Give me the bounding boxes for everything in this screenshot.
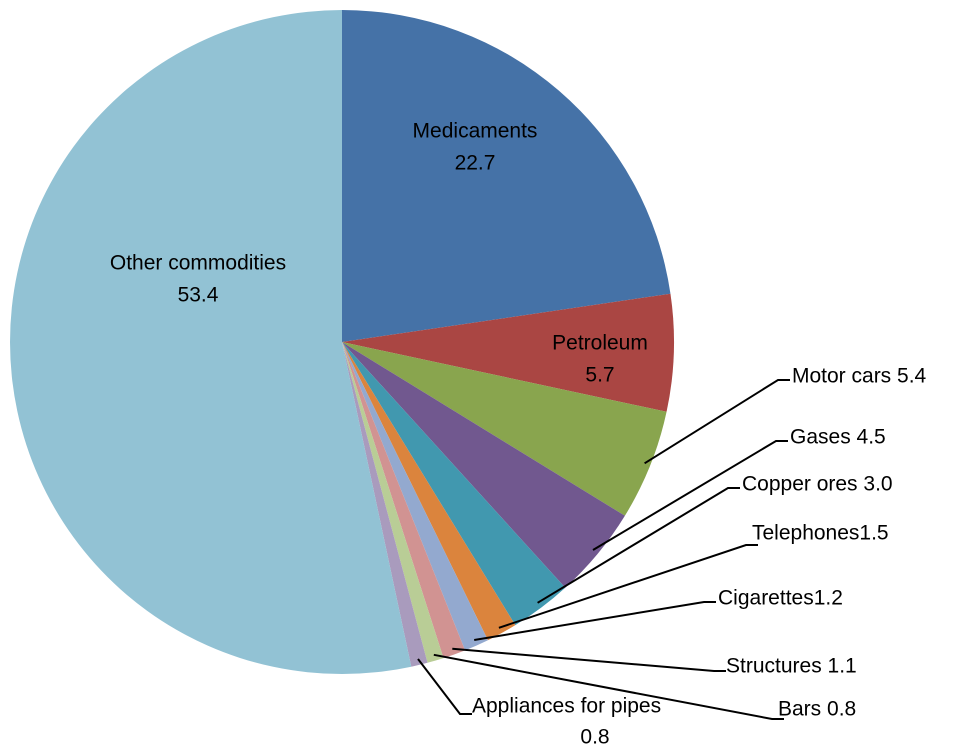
pie-slice-cigarettes	[342, 342, 488, 651]
slice-label-copper-ores: Copper ores 3.0	[742, 473, 893, 496]
slice-label-medicaments: Medicaments	[413, 120, 538, 143]
pie-slice-medicaments	[342, 10, 671, 342]
slice-label-appliances-for-pipes: Appliances for pipes	[472, 695, 661, 718]
pie-slice-other-commodities	[10, 10, 412, 674]
slice-value-petroleum: 5.7	[585, 364, 614, 387]
pie-slice-petroleum	[342, 293, 675, 412]
leader-line-structures	[452, 647, 726, 672]
slice-labels: Medicaments 22.7 Petroleum 5.7 Motor cars 5.…	[110, 120, 927, 746]
slice-value-appliances-for-pipes: 0.8	[580, 726, 609, 746]
pie-slice-telephones	[342, 342, 516, 641]
leader-line-telephones	[498, 544, 758, 629]
slice-label-telephones: Telephones1.5	[752, 522, 889, 545]
leader-line-bars	[433, 653, 784, 720]
pie-slice-appliances-for-pipes	[342, 342, 428, 667]
leader-lines	[417, 379, 790, 720]
pie-slice-structures	[342, 342, 466, 659]
slice-label-gases: Gases 4.5	[790, 426, 886, 449]
pie-slice-bars	[342, 342, 444, 663]
leader-line-copper-ores	[537, 487, 740, 604]
pie-slice-copper-ores	[342, 342, 566, 626]
leader-line-motor-cars	[644, 379, 790, 465]
pie-slice-motor-cars	[342, 342, 667, 516]
slice-label-cigarettes: Cigarettes1.2	[718, 587, 843, 610]
slice-label-other-commodities: Other commodities	[110, 252, 286, 275]
slice-value-medicaments: 22.7	[455, 152, 496, 175]
leader-line-appliances-for-pipes	[417, 658, 472, 715]
leader-line-cigarettes	[474, 601, 716, 641]
pie-slices	[10, 10, 675, 674]
slice-label-bars: Bars 0.8	[778, 698, 856, 721]
slice-label-structures: Structures 1.1	[726, 655, 857, 678]
slice-label-motor-cars: Motor cars 5.4	[792, 365, 927, 388]
pie-slice-gases	[342, 342, 625, 588]
slice-label-petroleum: Petroleum	[552, 332, 648, 355]
leader-line-gases	[592, 440, 788, 551]
slice-value-other-commodities: 53.4	[178, 284, 219, 307]
